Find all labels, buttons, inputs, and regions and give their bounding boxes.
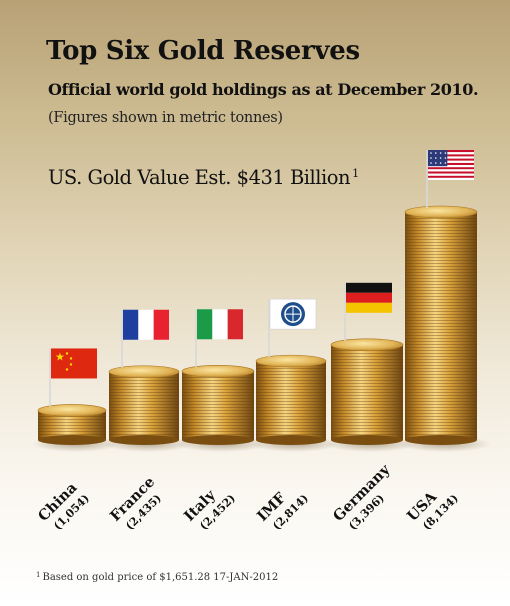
footnote-text: Based on gold price of $1,651.28 17-JAN-… xyxy=(42,572,279,583)
stack-base xyxy=(38,435,106,445)
category-label-usa: USA(8,134) xyxy=(404,478,461,535)
stack-base xyxy=(331,435,403,445)
stack-top-coin xyxy=(404,205,478,219)
svg-text:★: ★ xyxy=(55,350,65,363)
stack-ridges xyxy=(405,212,477,440)
category-label-imf: IMF(2,814) xyxy=(254,478,311,535)
coin-stack-imf xyxy=(250,354,340,452)
value-estimate-footnote-ref: 1 xyxy=(352,167,359,180)
stack-ridges xyxy=(331,344,403,440)
stack-ridges xyxy=(256,361,326,440)
flags: ★ xyxy=(49,150,474,407)
stack-base xyxy=(405,435,477,445)
france-flag-icon xyxy=(121,309,169,368)
category-label-italy: Italy(2,452) xyxy=(181,478,238,535)
category-label-france: France(2,435) xyxy=(107,473,169,535)
coin-stack-usa xyxy=(399,205,491,452)
stack-ridges xyxy=(182,371,254,440)
stack-top-coin xyxy=(108,365,180,379)
coin-stack-germany xyxy=(325,338,417,452)
coin-stacks xyxy=(32,205,491,452)
stack-top-coin xyxy=(37,404,107,417)
italy-flag-icon xyxy=(195,309,243,368)
value-estimate-text: US. Gold Value Est. $431 Billion xyxy=(48,166,351,189)
stack-top-coin xyxy=(181,364,255,378)
coin-stack-italy xyxy=(176,364,268,452)
imf-logo-icon xyxy=(268,298,317,358)
stack-base xyxy=(182,435,254,445)
chart-title: Top Six Gold Reserves xyxy=(46,36,360,66)
stack-top-coin xyxy=(255,354,327,368)
category-label-china: China(1,054) xyxy=(35,478,92,535)
coin-stack-france xyxy=(103,365,193,452)
stack-base xyxy=(256,435,326,445)
category-labels: China(1,054) France(2,435) Italy(2,452) IMF… xyxy=(35,461,461,536)
stack-top-coin xyxy=(330,338,404,352)
category-label-germany: Germany(3,396) xyxy=(330,461,405,536)
germany-flag-icon xyxy=(344,282,392,341)
footnote: 1 Based on gold price of $1,651.28 17-JAN… xyxy=(36,571,278,583)
usa-flag-icon xyxy=(426,150,474,208)
stack-base xyxy=(109,435,179,445)
units-note: (Figures shown in metric tonnes) xyxy=(48,110,283,126)
coin-stack-china xyxy=(32,404,120,452)
footnote-ref: 1 xyxy=(36,571,41,579)
china-flag-icon: ★ xyxy=(49,348,97,407)
chart-subtitle: Official world gold holdings as at Decem… xyxy=(48,80,479,99)
stack-ridges xyxy=(109,371,179,440)
value-estimate: US. Gold Value Est. $431 Billion 1 xyxy=(48,166,359,189)
